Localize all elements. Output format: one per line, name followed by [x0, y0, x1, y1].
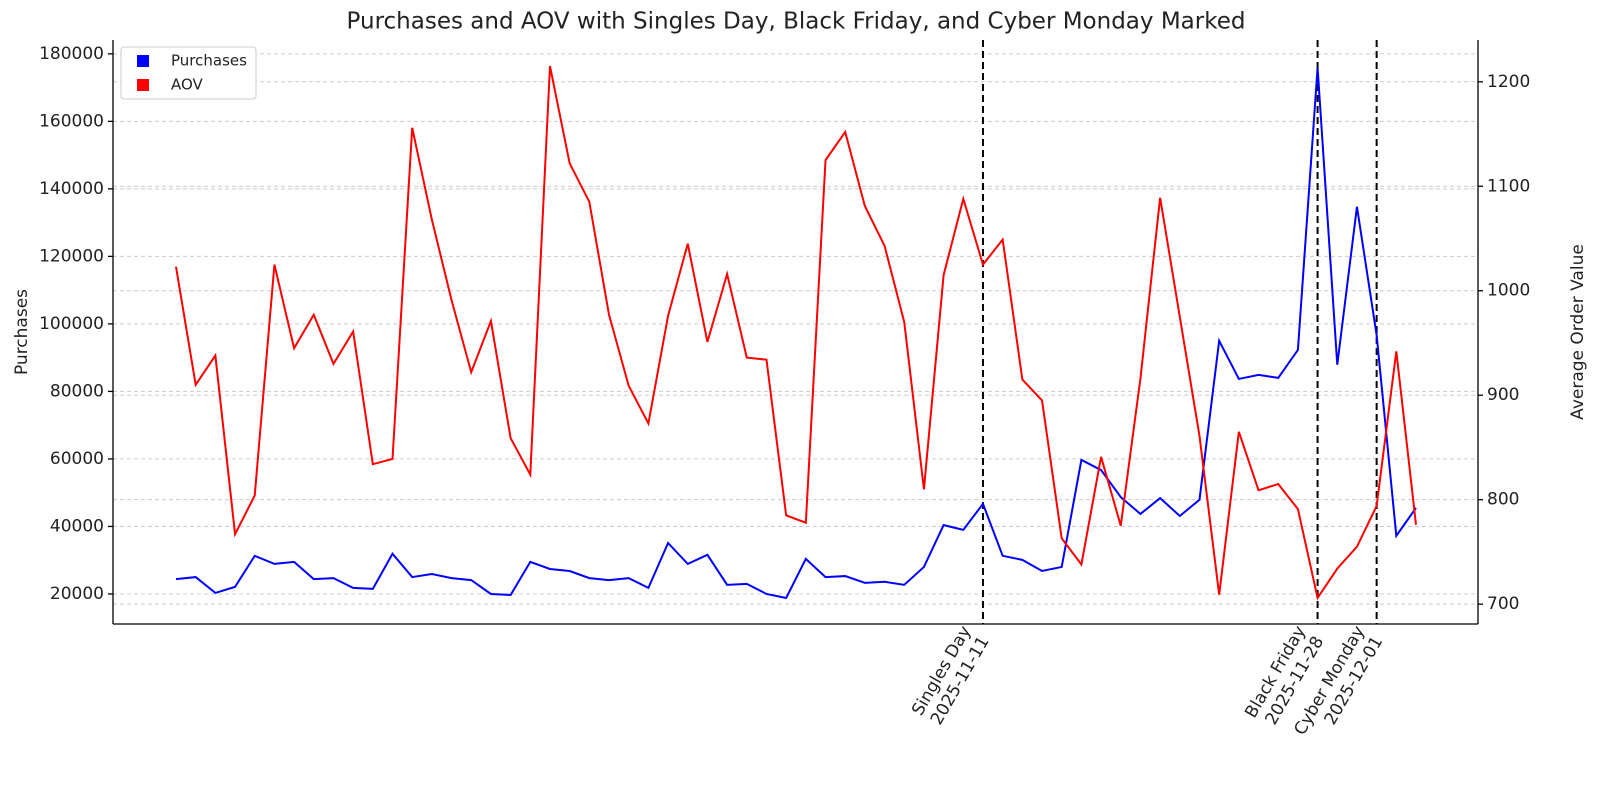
y-tick-label: 100000 — [39, 314, 104, 334]
y2-axis-label: Average Order Value — [1568, 244, 1588, 420]
legend-label: Purchases — [171, 52, 247, 70]
legend-swatch — [137, 79, 149, 91]
series-line — [175, 67, 1417, 600]
y2-tick-label: 1100 — [1487, 176, 1530, 196]
legend-box — [120, 46, 257, 100]
y2-tick-label: 800 — [1487, 490, 1519, 510]
series-line — [175, 65, 1417, 601]
y-tick-label: 80000 — [50, 381, 104, 401]
y2-tick-label: 900 — [1487, 385, 1519, 405]
legend-swatch — [137, 55, 149, 67]
y-tick-label: 140000 — [39, 179, 104, 199]
y-tick-label: 60000 — [50, 449, 104, 469]
y2-tick-label: 1000 — [1487, 281, 1530, 301]
y-tick-label: 180000 — [39, 44, 104, 64]
y2-tick-label: 1200 — [1487, 72, 1530, 92]
x-tick-label: Singles Day2025-11-11 — [908, 623, 994, 730]
y2-tick-label: 700 — [1487, 594, 1519, 614]
y-tick-label: 160000 — [39, 111, 104, 131]
chart-title: Purchases and AOV with Singles Day, Blac… — [347, 9, 1246, 35]
y-axis-label: Purchases — [12, 289, 32, 375]
y-tick-label: 20000 — [50, 584, 104, 604]
legend-label: AOV — [171, 76, 204, 94]
y-tick-label: 40000 — [50, 516, 104, 536]
y-tick-label: 120000 — [39, 246, 104, 266]
